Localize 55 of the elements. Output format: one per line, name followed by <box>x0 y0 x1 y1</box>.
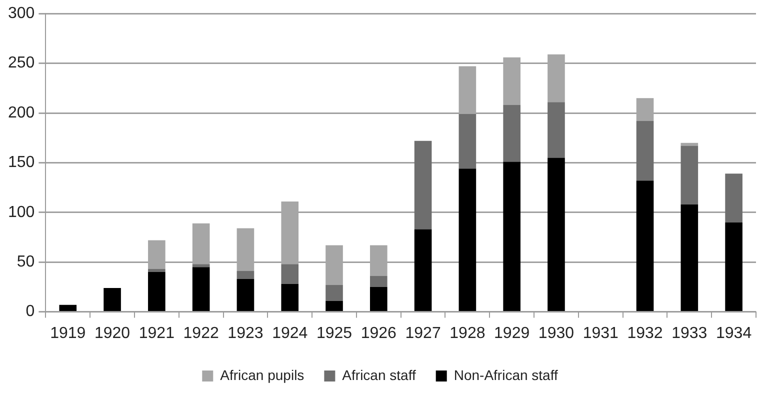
x-tick-label: 1933 <box>672 324 708 342</box>
x-tick-label: 1923 <box>228 324 264 342</box>
x-tick-label: 1931 <box>582 324 619 342</box>
bar <box>458 168 476 312</box>
x-tick-label: 1922 <box>183 324 219 342</box>
bar <box>326 284 343 301</box>
bar <box>104 288 121 312</box>
y-tick-label: 150 <box>8 154 35 172</box>
y-tick-label: 50 <box>16 254 35 271</box>
x-tick-label: 1920 <box>94 324 130 342</box>
x-tick-label: 1927 <box>405 324 441 342</box>
x-tick-label: 1919 <box>50 324 86 342</box>
bar <box>281 284 299 312</box>
x-tick-label: 1926 <box>360 324 397 342</box>
bar <box>680 146 698 204</box>
x-tick-label: 1928 <box>450 324 486 342</box>
x-tick-label: 1929 <box>494 324 530 342</box>
legend-label: African pupils <box>220 366 304 383</box>
bar <box>370 286 388 312</box>
bar <box>503 105 520 162</box>
bar <box>414 140 432 230</box>
y-tick-label: 0 <box>26 303 35 320</box>
bar <box>725 174 742 222</box>
bar <box>148 269 166 272</box>
x-tick-label: 1932 <box>627 324 663 342</box>
y-tick-label: 100 <box>8 204 35 221</box>
legend-label: African staff <box>342 366 416 383</box>
bar <box>59 304 77 312</box>
legend-label: Non-African staff <box>454 366 558 383</box>
bar <box>680 204 698 312</box>
bar <box>326 300 343 312</box>
y-tick-label: 250 <box>8 54 35 72</box>
bar <box>192 264 210 268</box>
y-tick-label: 200 <box>8 104 35 122</box>
bar <box>548 158 565 312</box>
x-tick-label: 1924 <box>272 324 308 342</box>
x-tick-label: 1934 <box>716 324 752 342</box>
bar <box>148 272 166 312</box>
bar <box>458 114 476 169</box>
bar <box>503 162 520 312</box>
bar <box>725 222 742 312</box>
x-tick-label: 1930 <box>538 324 574 342</box>
bar <box>236 279 254 312</box>
y-tick-label: 300 <box>8 5 35 22</box>
bar <box>414 229 432 312</box>
bar <box>680 142 698 146</box>
bar <box>370 276 388 287</box>
bar <box>548 102 565 158</box>
bar <box>636 120 654 181</box>
x-tick-label: 1925 <box>316 324 352 342</box>
bar <box>636 180 654 312</box>
x-tick-label: 1921 <box>138 324 175 342</box>
bar <box>281 264 299 284</box>
bar <box>236 271 254 279</box>
bar <box>192 267 210 312</box>
